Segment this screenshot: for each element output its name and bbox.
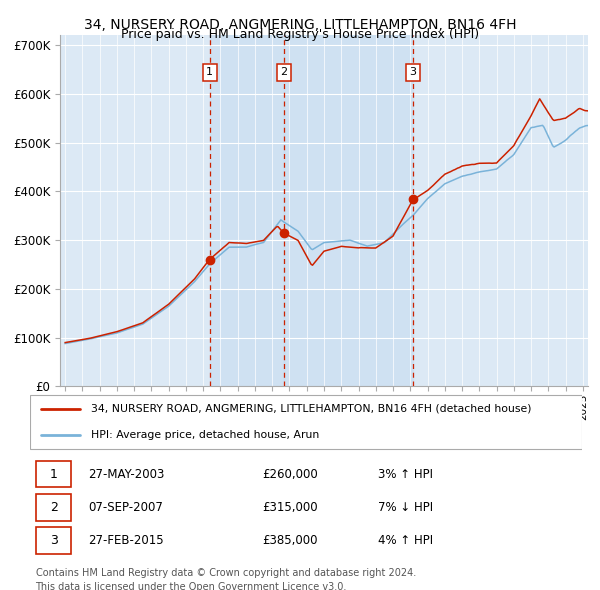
Text: 3: 3 [50, 534, 58, 547]
Text: 2: 2 [50, 501, 58, 514]
Text: 27-MAY-2003: 27-MAY-2003 [88, 468, 164, 481]
Bar [284, 35, 413, 386]
Text: 1: 1 [50, 468, 58, 481]
Text: 2: 2 [280, 67, 287, 77]
Text: This data is licensed under the Open Government Licence v3.0.: This data is licensed under the Open Gov… [35, 582, 347, 590]
FancyBboxPatch shape [30, 395, 582, 449]
FancyBboxPatch shape [35, 461, 71, 487]
Text: HPI: Average price, detached house, Arun: HPI: Average price, detached house, Arun [91, 430, 319, 440]
Text: 3: 3 [409, 67, 416, 77]
FancyBboxPatch shape [35, 527, 71, 554]
FancyBboxPatch shape [35, 494, 71, 520]
Text: 07-SEP-2007: 07-SEP-2007 [88, 501, 163, 514]
Text: 3% ↑ HPI: 3% ↑ HPI [378, 468, 433, 481]
Text: £315,000: £315,000 [262, 501, 317, 514]
Text: 1: 1 [206, 67, 213, 77]
Text: Price paid vs. HM Land Registry's House Price Index (HPI): Price paid vs. HM Land Registry's House … [121, 28, 479, 41]
Text: 34, NURSERY ROAD, ANGMERING, LITTLEHAMPTON, BN16 4FH: 34, NURSERY ROAD, ANGMERING, LITTLEHAMPT… [84, 18, 516, 32]
Bar [210, 35, 284, 386]
Text: Contains HM Land Registry data © Crown copyright and database right 2024.: Contains HM Land Registry data © Crown c… [35, 569, 416, 578]
Text: 4% ↑ HPI: 4% ↑ HPI [378, 534, 433, 547]
Text: 27-FEB-2015: 27-FEB-2015 [88, 534, 164, 547]
Text: 34, NURSERY ROAD, ANGMERING, LITTLEHAMPTON, BN16 4FH (detached house): 34, NURSERY ROAD, ANGMERING, LITTLEHAMPT… [91, 404, 531, 414]
Text: £260,000: £260,000 [262, 468, 317, 481]
Text: 7% ↓ HPI: 7% ↓ HPI [378, 501, 433, 514]
Text: £385,000: £385,000 [262, 534, 317, 547]
